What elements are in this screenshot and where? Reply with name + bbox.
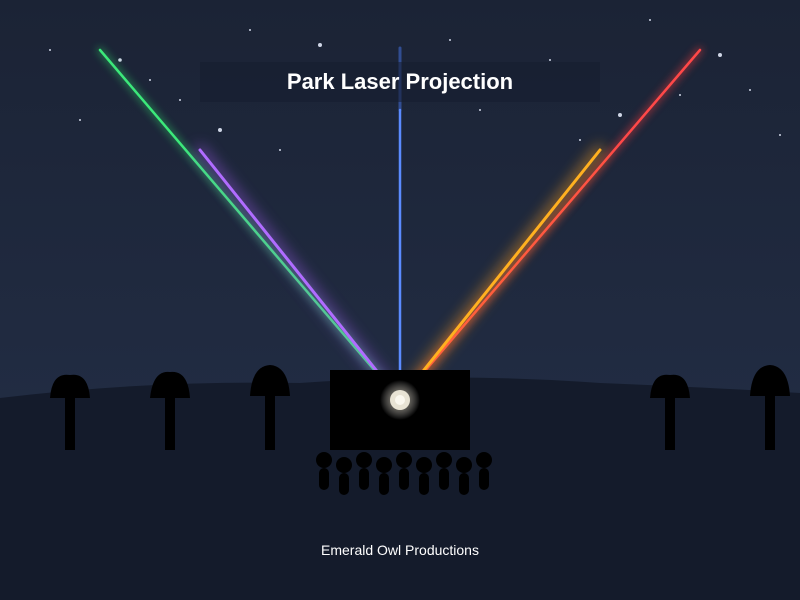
trees: [50, 365, 790, 450]
production-credit: Emerald Owl Productions: [321, 542, 479, 558]
star: [249, 29, 251, 31]
purple-laser-beam: [195, 145, 405, 405]
star: [149, 79, 151, 81]
star: [679, 94, 681, 96]
spectator-silhouette: [376, 457, 392, 495]
tree-silhouette: [650, 374, 690, 450]
laser-beams: [97, 46, 703, 405]
star: [618, 113, 622, 117]
star: [549, 59, 551, 61]
star: [749, 89, 751, 91]
star: [118, 58, 122, 62]
ground-hill: [0, 377, 800, 600]
star: [579, 139, 581, 141]
star: [718, 53, 722, 57]
spectator-silhouette: [476, 452, 492, 490]
spectator-silhouette: [416, 457, 432, 495]
star: [49, 49, 51, 51]
orange-laser-beam: [395, 145, 605, 405]
star: [649, 19, 651, 21]
star: [279, 149, 281, 151]
spectator-silhouette: [436, 452, 452, 490]
star: [318, 43, 322, 47]
page-title: Park Laser Projection: [200, 62, 600, 102]
spectator-silhouette: [336, 457, 352, 495]
spectator-silhouette: [356, 452, 372, 490]
star: [79, 119, 81, 121]
star: [779, 134, 781, 136]
tree-silhouette: [750, 365, 790, 450]
star: [179, 99, 181, 101]
spectator-silhouette: [456, 457, 472, 495]
star: [449, 39, 451, 41]
star: [218, 128, 222, 132]
audience: [316, 452, 492, 495]
tree-silhouette: [150, 371, 190, 450]
spectator-silhouette: [316, 452, 332, 490]
stars: [49, 19, 781, 151]
tree-silhouette: [250, 365, 290, 450]
tree-silhouette: [50, 374, 90, 450]
spectator-silhouette: [396, 452, 412, 490]
laser-projector: [380, 380, 420, 420]
star: [479, 109, 481, 111]
